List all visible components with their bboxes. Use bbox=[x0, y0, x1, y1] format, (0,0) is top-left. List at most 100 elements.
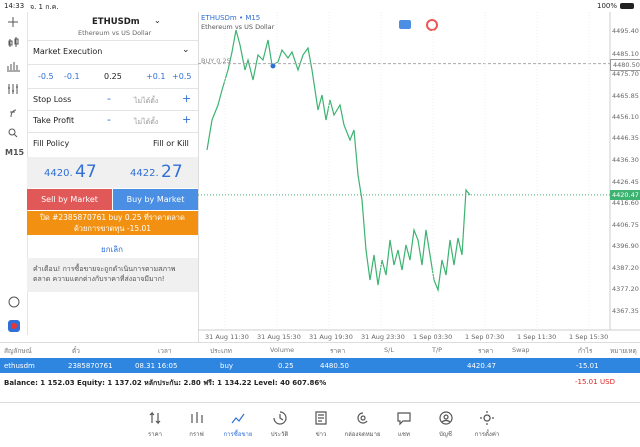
currency: USD bbox=[600, 378, 615, 386]
column-header: Volume bbox=[270, 346, 295, 354]
price-tick-label: 4485.10 bbox=[612, 49, 639, 58]
total-profit: -15.01 bbox=[575, 378, 598, 386]
tab-label: การซื้อขาย bbox=[223, 431, 253, 438]
cell-volume: 0.25 bbox=[278, 362, 294, 370]
buy-button[interactable]: Buy by Market bbox=[113, 189, 198, 210]
symbol[interactable]: ETHUSDm bbox=[92, 17, 140, 27]
close-notice[interactable]: ปิด #2385870761 buy 0.25 ที่ราคาตลาดด้วย… bbox=[27, 211, 198, 235]
column-header: ราคา bbox=[478, 347, 494, 355]
time-tick-label: 1 Sep 03:30 bbox=[413, 333, 453, 341]
cell-open-price: 4480.50 bbox=[320, 362, 349, 370]
tab-label: การตั้งค่า bbox=[474, 431, 500, 438]
tab[interactable]: การตั้งค่า bbox=[465, 405, 509, 439]
entry-marker bbox=[270, 63, 276, 69]
tab-label: กล่องจดหมาย bbox=[344, 431, 381, 438]
one-click-icon[interactable] bbox=[399, 20, 411, 29]
time-tick-label: 31 Aug 23:30 bbox=[361, 333, 405, 341]
execution-type[interactable]: Market Execution bbox=[33, 47, 103, 56]
stop-loss-minus[interactable]: - bbox=[107, 92, 111, 105]
price-line bbox=[206, 29, 471, 293]
price-tick-label: 4495.40 bbox=[612, 27, 639, 35]
execution-chevron: ⌄ bbox=[182, 45, 190, 55]
take-profit-plus[interactable]: + bbox=[182, 113, 192, 126]
cell-type: buy bbox=[220, 362, 234, 370]
stop-loss-plus[interactable]: + bbox=[182, 92, 192, 105]
cell-time: 08.31 16:05 bbox=[135, 362, 178, 370]
price-area bbox=[27, 157, 198, 188]
selected-row[interactable] bbox=[0, 358, 640, 373]
sidebar-icons bbox=[7, 17, 20, 138]
bid-pips: 47 bbox=[75, 162, 97, 182]
sell-button[interactable]: Sell by Market bbox=[27, 189, 112, 210]
tab-icon bbox=[231, 413, 245, 424]
status-date: จ. 1 ก.ค. bbox=[30, 3, 59, 11]
depth-icon[interactable] bbox=[426, 19, 438, 31]
tab-label: ข่าว bbox=[315, 431, 327, 438]
tab-icon bbox=[149, 411, 161, 425]
volume-step[interactable]: -0.5 bbox=[38, 72, 54, 81]
column-header: กำไร bbox=[578, 347, 593, 355]
time-tick-label: 1 Sep 15:30 bbox=[569, 333, 609, 341]
cell-symbol: ethusdm bbox=[4, 362, 35, 370]
ask-prefix: 4422. bbox=[130, 168, 159, 179]
price-tick-label: 4426.45 bbox=[612, 177, 639, 186]
price-tick-label: 4475.70 bbox=[612, 70, 639, 79]
take-profit-minus[interactable]: - bbox=[107, 113, 111, 126]
column-header: T/P bbox=[432, 346, 443, 354]
fill-policy-value[interactable]: Fill or Kill bbox=[153, 139, 189, 148]
tab[interactable]: ประวัติ bbox=[258, 405, 302, 439]
volume-step[interactable]: +0.5 bbox=[172, 72, 192, 81]
price-tick-label: 4396.90 bbox=[612, 242, 639, 251]
volume-step[interactable]: -0.1 bbox=[64, 72, 80, 81]
take-profit-value[interactable]: ไม่ได้ตั้ง bbox=[134, 118, 159, 126]
divider bbox=[27, 40, 198, 41]
cell-current-price: 4420.47 bbox=[467, 362, 496, 370]
column-header: สัญลักษณ์ bbox=[4, 347, 32, 355]
time-tick-label: 31 Aug 19:30 bbox=[309, 333, 353, 341]
symbol-chevron: ⌄ bbox=[154, 16, 161, 25]
battery-icon bbox=[620, 3, 634, 9]
tab[interactable]: แชท bbox=[382, 405, 426, 439]
divider bbox=[27, 64, 198, 65]
warning: คำเตือน! การซื้อขายจะถูกดำเนินการตามสภาพ… bbox=[27, 258, 198, 292]
chart-title: ETHUSDm • M15 bbox=[201, 14, 261, 22]
stop-loss-value[interactable]: ไม่ได้ตั้ง bbox=[134, 97, 159, 105]
divider bbox=[27, 132, 198, 133]
divider bbox=[27, 110, 198, 111]
volume[interactable]: 0.25 bbox=[104, 72, 122, 81]
divider bbox=[0, 342, 640, 343]
cell-ticket: 2385870761 bbox=[68, 362, 113, 370]
status-time: 14:33 bbox=[4, 2, 25, 10]
time-tick-label: 1 Sep 11:30 bbox=[517, 333, 557, 341]
time-tick-label: 31 Aug 11:30 bbox=[205, 333, 249, 341]
tab-icon bbox=[272, 411, 287, 425]
tab-bar-border bbox=[0, 402, 640, 403]
price-tick-label: 4456.10 bbox=[612, 112, 639, 121]
timeframe[interactable]: M15 bbox=[5, 148, 25, 157]
chart-description: Ethereum vs US Dollar bbox=[201, 23, 275, 31]
symbol-description: Ethereum vs US Dollar bbox=[78, 29, 152, 37]
tab[interactable]: ข่าว bbox=[299, 405, 343, 439]
tab-label: กราฟ bbox=[189, 431, 204, 438]
price-tick-label: 4436.30 bbox=[612, 156, 639, 165]
column-header: ประเภท bbox=[210, 347, 232, 355]
battery: 100% bbox=[597, 2, 618, 10]
price-tick-label: 4387.20 bbox=[612, 263, 639, 272]
volume-step[interactable]: +0.1 bbox=[146, 72, 166, 81]
cancel-button[interactable]: ยกเลิก bbox=[101, 245, 124, 254]
tab[interactable]: กล่องจดหมาย bbox=[341, 405, 385, 439]
order-line-label: BUY 0.25 bbox=[201, 57, 231, 65]
tab-icon bbox=[397, 412, 411, 426]
tab-label: แชท bbox=[398, 431, 410, 438]
tab-icon bbox=[480, 411, 494, 425]
column-header: เวลา bbox=[158, 347, 172, 355]
price-tick-label: 4406.75 bbox=[612, 220, 639, 229]
tab[interactable]: บัญชี bbox=[424, 405, 468, 439]
tab[interactable]: การซื้อขาย bbox=[216, 405, 260, 439]
tab[interactable]: กราฟ bbox=[175, 405, 219, 439]
price-tick-label: 4446.35 bbox=[612, 134, 639, 143]
price-chart bbox=[198, 12, 640, 331]
tab-label: ราคา bbox=[148, 431, 162, 438]
tab[interactable]: ราคา bbox=[133, 405, 177, 439]
take-profit-label: Take Profit bbox=[33, 116, 75, 125]
